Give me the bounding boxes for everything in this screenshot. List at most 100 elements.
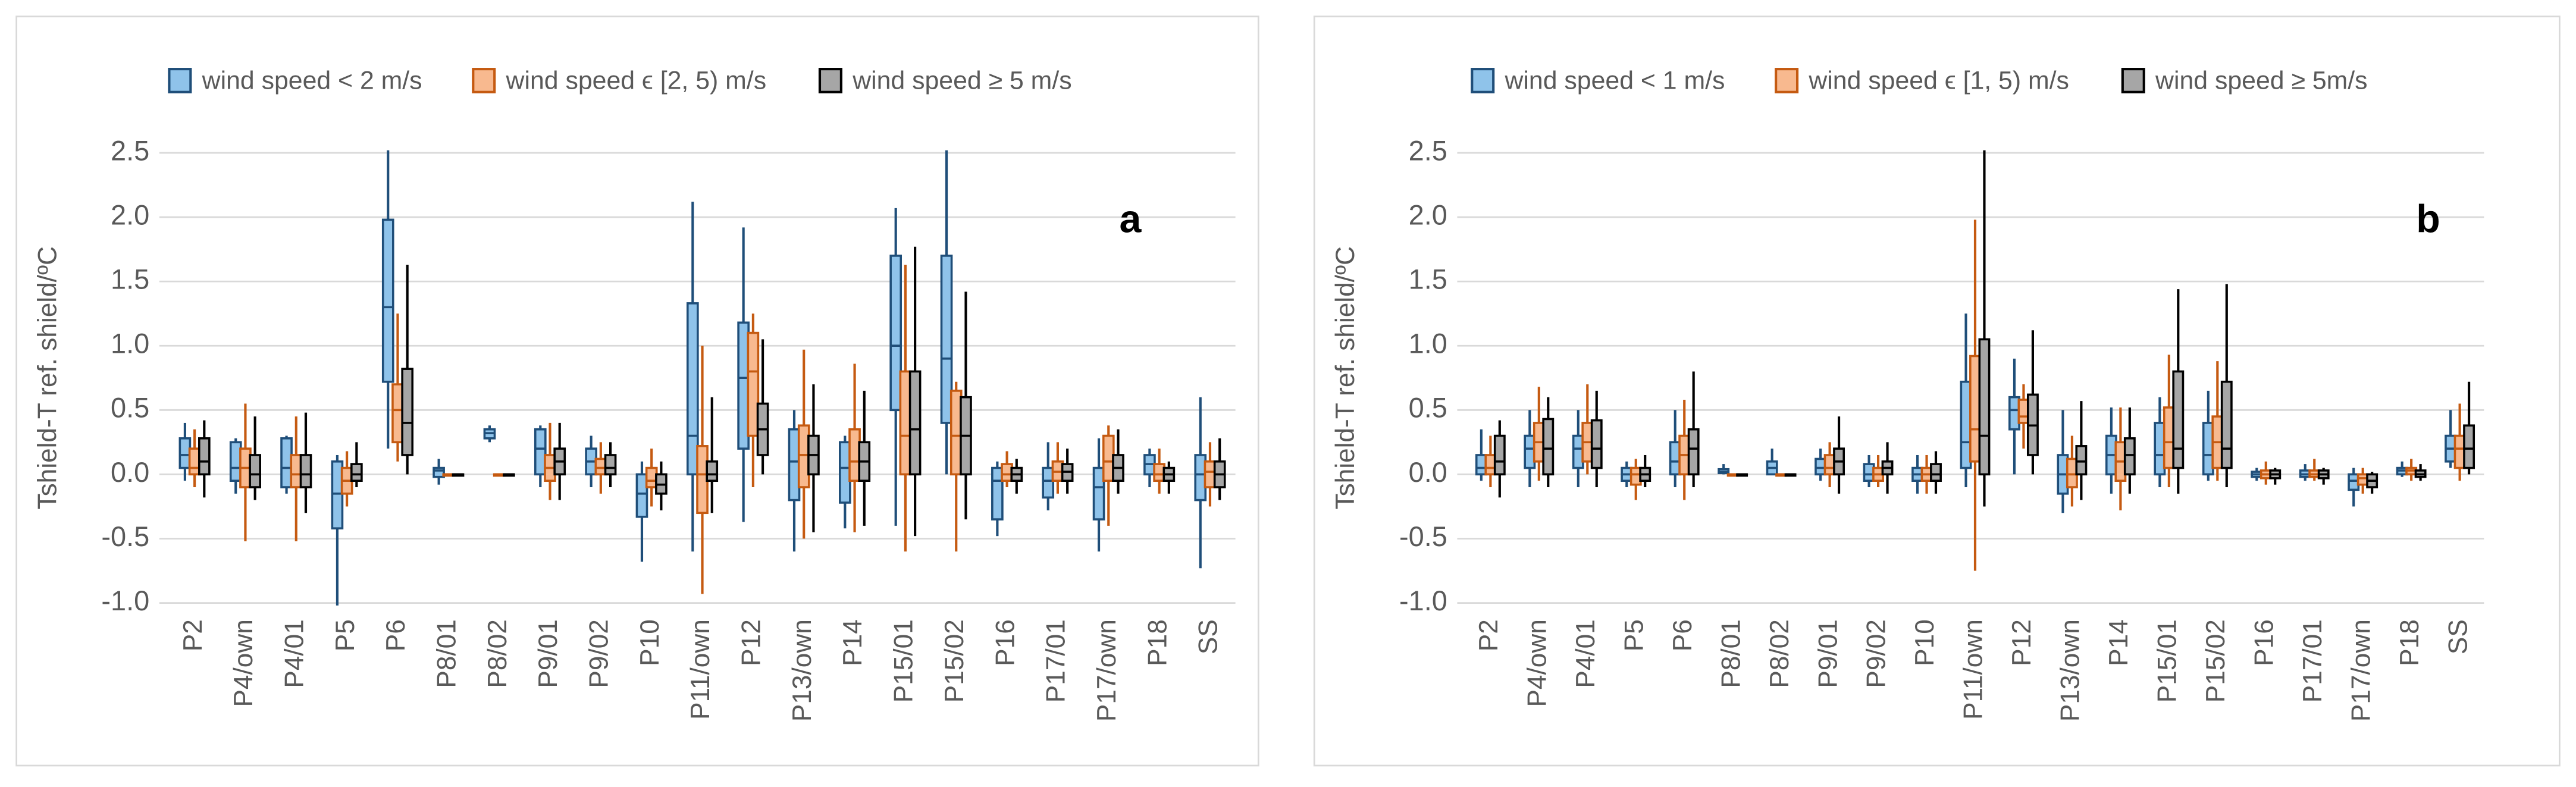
x-tick-label: P6	[1668, 619, 1697, 651]
x-tick-label: P5	[331, 619, 360, 651]
x-tick-label: P8/02	[483, 619, 512, 688]
x-tick-label: P10	[1910, 619, 1939, 666]
y-tick-label: -1.0	[1399, 585, 1447, 616]
box	[1930, 463, 1942, 482]
box	[889, 255, 902, 412]
legend-label: wind speed < 1 m/s	[1505, 67, 1725, 95]
y-axis-label: Tshield-T ref. shield/ºC	[33, 246, 62, 509]
x-tick-label: P9/01	[1813, 619, 1842, 688]
y-axis-label: Tshield-T ref. shield/ºC	[1331, 246, 1360, 509]
box	[331, 460, 344, 529]
legend-swatch	[168, 68, 192, 93]
panel: -1.0 -0.5 0.0 0.5 1.0 1.5 2.0 2.5 Tshield-T ref.…	[1313, 15, 2561, 767]
box	[686, 302, 699, 476]
x-tick-label: P8/01	[432, 619, 461, 688]
legend-swatch	[2121, 68, 2145, 93]
box	[1978, 338, 1991, 476]
panel-frame	[15, 15, 1259, 767]
box	[249, 454, 261, 488]
box	[401, 368, 414, 456]
x-tick-label: P15/01	[889, 619, 919, 703]
annotation: b	[2416, 197, 2440, 241]
x-tick-label: P12	[737, 619, 766, 666]
box	[2172, 370, 2185, 469]
x-tick-label: SS	[2443, 619, 2472, 654]
y-tick-label: -1.0	[101, 585, 149, 616]
x-tick-label: P15/02	[2201, 619, 2230, 703]
box	[534, 428, 547, 476]
box	[706, 460, 719, 482]
y-tick-label: -0.5	[101, 521, 149, 552]
y-tick-label: 1.5	[111, 264, 149, 295]
y-tick-label: 1.5	[1409, 264, 1447, 295]
x-tick-label: P10	[635, 619, 665, 666]
panel: -1.0 -0.5 0.0 0.5 1.0 1.5 2.0 2.5 Tshield-T ref.…	[15, 15, 1259, 767]
box	[299, 454, 312, 488]
legend-swatch	[472, 68, 496, 93]
legend-swatch	[818, 68, 842, 93]
box	[908, 370, 922, 476]
legend-label: wind speed ≥ 5 m/s	[852, 67, 1071, 95]
x-tick-label: P13/own	[788, 619, 817, 722]
box	[381, 218, 394, 383]
x-tick-label: P2	[178, 619, 208, 651]
legend-label: wind speed ϵ [1, 5) m/s	[1808, 67, 2069, 95]
x-tick-label: P18	[2395, 619, 2424, 666]
box	[2220, 380, 2233, 469]
x-tick-label: P9/02	[585, 619, 614, 688]
y-tick-label: 0.0	[1409, 457, 1447, 488]
annotation: a	[1119, 197, 1142, 241]
x-tick-label: P2	[1474, 619, 1503, 651]
box	[198, 437, 211, 476]
x-tick-label: P12	[2007, 619, 2036, 666]
x-tick-label: P4/01	[280, 619, 309, 688]
x-tick-label: P8/02	[1765, 619, 1794, 688]
legend-label: wind speed ≥ 5m/s	[2155, 67, 2368, 95]
x-tick-label: P14	[2104, 619, 2133, 666]
x-tick-label: P16	[2249, 619, 2279, 666]
legend-label: wind speed < 2 m/s	[202, 67, 422, 95]
box	[747, 331, 760, 437]
legend-swatch	[1775, 68, 1799, 93]
y-tick-label: 1.0	[111, 328, 149, 359]
x-tick-label: SS	[1194, 619, 1223, 654]
x-tick-label: P17/01	[2298, 619, 2327, 703]
x-tick-label: P16	[991, 619, 1020, 666]
y-tick-label: 2.5	[1409, 135, 1447, 166]
y-tick-label: 1.0	[1409, 328, 1447, 359]
box	[2463, 424, 2475, 469]
box	[1687, 428, 1700, 476]
y-tick-label: 0.0	[111, 457, 149, 488]
x-tick-label: P17/own	[1092, 619, 1121, 722]
legend-label: wind speed ϵ [2, 5) m/s	[506, 67, 767, 95]
box	[350, 463, 363, 482]
y-tick-label: 2.5	[111, 135, 149, 166]
x-tick-label: P4/own	[229, 619, 258, 707]
x-tick-label: P11/own	[686, 619, 715, 720]
x-tick-label: P15/02	[940, 619, 969, 703]
x-tick-label: P11/own	[1959, 619, 1988, 720]
box	[1493, 434, 1506, 476]
x-tick-label: P4/01	[1571, 619, 1600, 688]
legend-swatch	[1471, 68, 1495, 93]
x-tick-label: P8/01	[1716, 619, 1745, 688]
box	[940, 255, 953, 424]
y-tick-label: 2.0	[1409, 199, 1447, 230]
box	[1590, 419, 1603, 469]
y-tick-label: -0.5	[1399, 521, 1447, 552]
x-tick-label: P9/02	[1862, 619, 1891, 688]
box	[1042, 466, 1055, 499]
box	[2123, 437, 2136, 476]
box	[635, 473, 648, 518]
x-tick-label: P17/own	[2346, 619, 2376, 722]
y-tick-label: 2.0	[111, 199, 149, 230]
y-tick-label: 0.5	[111, 393, 149, 424]
x-tick-label: P6	[381, 619, 410, 651]
x-tick-label: P13/own	[2056, 619, 2085, 722]
panel-frame	[1313, 15, 2561, 767]
x-tick-label: P18	[1143, 619, 1172, 666]
y-tick-label: 0.5	[1409, 393, 1447, 424]
box	[604, 454, 617, 476]
